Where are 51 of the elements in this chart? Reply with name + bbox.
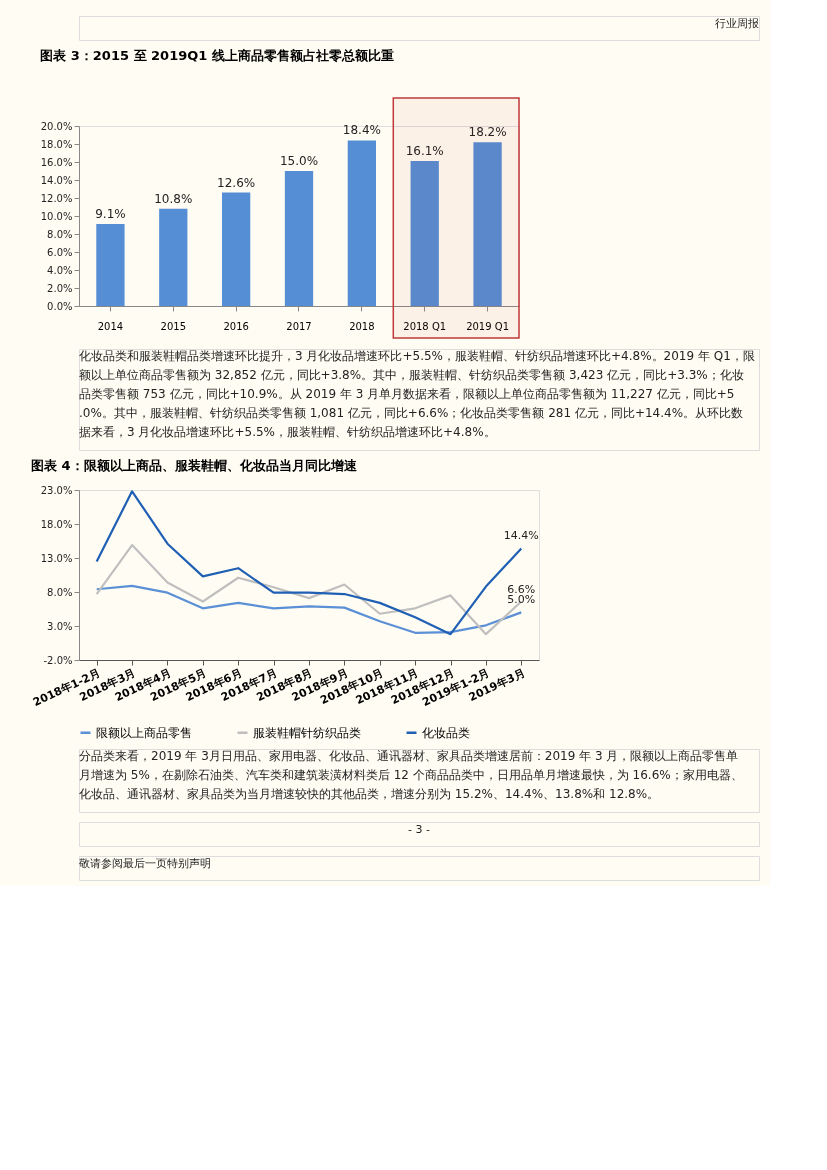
data-label: 14.4%	[503, 529, 539, 543]
bar	[284, 171, 314, 306]
x-tick-label: 2016	[223, 320, 249, 332]
y-tick-label: 13.0%	[40, 552, 73, 564]
y-tick-label: 6.0%	[47, 246, 73, 258]
text: 敬请参阅最后一页特别声明	[79, 857, 211, 870]
y-tick-label: 14.0%	[40, 174, 73, 186]
chart-title: 图表 3：2015 至 2019Q1 线上商品零售额占社零总额比重	[40, 48, 394, 64]
data-label: 15.0%	[279, 154, 319, 168]
y-tick-label: 20.0%	[40, 120, 73, 132]
data-label: 5.0%	[507, 593, 536, 607]
text: 分品类来看，2019 年 3月日用品、家用电器、化妆品、通讯器材、家具品类增速居前：2019 年 3 月，限额以上商品零售单月增速为 5%，在剔除石油类、汽车类和建筑装潢材料类后 12 个商品品类中，日用品单月增速最快，为 16.6%；家用电器、化妆品、通讯器材、家具品类为当月增速较快的其他品类，增速分别为 15.2%、14.4%、13.8%和 12.8%。	[79, 749, 743, 801]
x-tick-label: 2019 Q1	[466, 320, 510, 332]
data-label: 18.2%	[468, 125, 507, 140]
y-tick-label: 4.0%	[47, 264, 73, 276]
y-tick-label: 3.0%	[47, 620, 73, 632]
bar	[473, 142, 502, 306]
data-label: 18.4%	[342, 123, 381, 138]
x-tick-label: 2014	[97, 320, 124, 332]
text: 化妆品类和服装鞋帽品类增速环比提升，3 月化妆品增速环比+5.5%，服装鞋帽、针纺织品增速环比+4.8%。2019 年 Q1，限额以上单位商品零售额为 32,852 亿元，同比+3.8%。其中，服装鞋帽、针纺织品类零售额 3,423 亿元，同比+3.3%；化妆品类零售额 753 亿元，同比+10.9%。从 2019 年 3 月单月数据来看，限额以上单位商品零售额为 11,227 亿元，同比+5.0%。其中，服装鞋帽、针纺织品类零售额 1,081 亿元，同比+6.6%；化妆品类零售额 281 亿元，同比+14.4%。从环比数据来看，3 月化妆品增速环比+5.5%，服装鞋帽、针纺织品增速环比+4.8%。	[79, 349, 755, 439]
bar	[159, 208, 188, 306]
y-tick-label: 2.0%	[47, 282, 73, 294]
chart-title: 图表 4：限额以上商品、服装鞋帽、化妆品当月同比增速	[31, 458, 358, 473]
bar	[410, 161, 439, 306]
y-tick-label: 12.0%	[40, 192, 73, 204]
y-tick-label: 10.0%	[40, 210, 73, 222]
x-tick-label: 2017	[286, 320, 312, 332]
legend-label: 限额以上商品零售	[96, 725, 192, 740]
data-label: 10.8%	[154, 191, 193, 206]
y-tick-label: -2.0%	[43, 654, 73, 666]
y-tick-label: 0.0%	[47, 300, 73, 312]
bar	[347, 140, 376, 306]
legend-label: 化妆品类	[422, 725, 470, 740]
legend-label: 服装鞋帽针纺织品类	[253, 725, 361, 740]
x-tick-label: 2018 Q1	[403, 320, 447, 332]
y-tick-label: 23.0%	[40, 484, 73, 496]
bar	[96, 224, 125, 306]
y-tick-label: 18.0%	[40, 138, 73, 150]
data-label: 9.1%	[95, 207, 126, 222]
data-label: 12.6%	[217, 175, 256, 190]
y-tick-label: 18.0%	[40, 518, 73, 530]
y-tick-label: 8.0%	[47, 586, 73, 598]
text: 行业周报	[715, 17, 759, 30]
data-label: 16.1%	[405, 144, 444, 159]
x-tick-label: 2015	[160, 320, 187, 332]
bar	[222, 192, 251, 306]
x-tick-label: 2018	[349, 320, 375, 332]
data-label: 6.6%	[507, 582, 536, 596]
y-tick-label: 16.0%	[40, 156, 73, 168]
y-tick-label: 8.0%	[47, 228, 73, 240]
text: - 3 -	[408, 823, 430, 836]
